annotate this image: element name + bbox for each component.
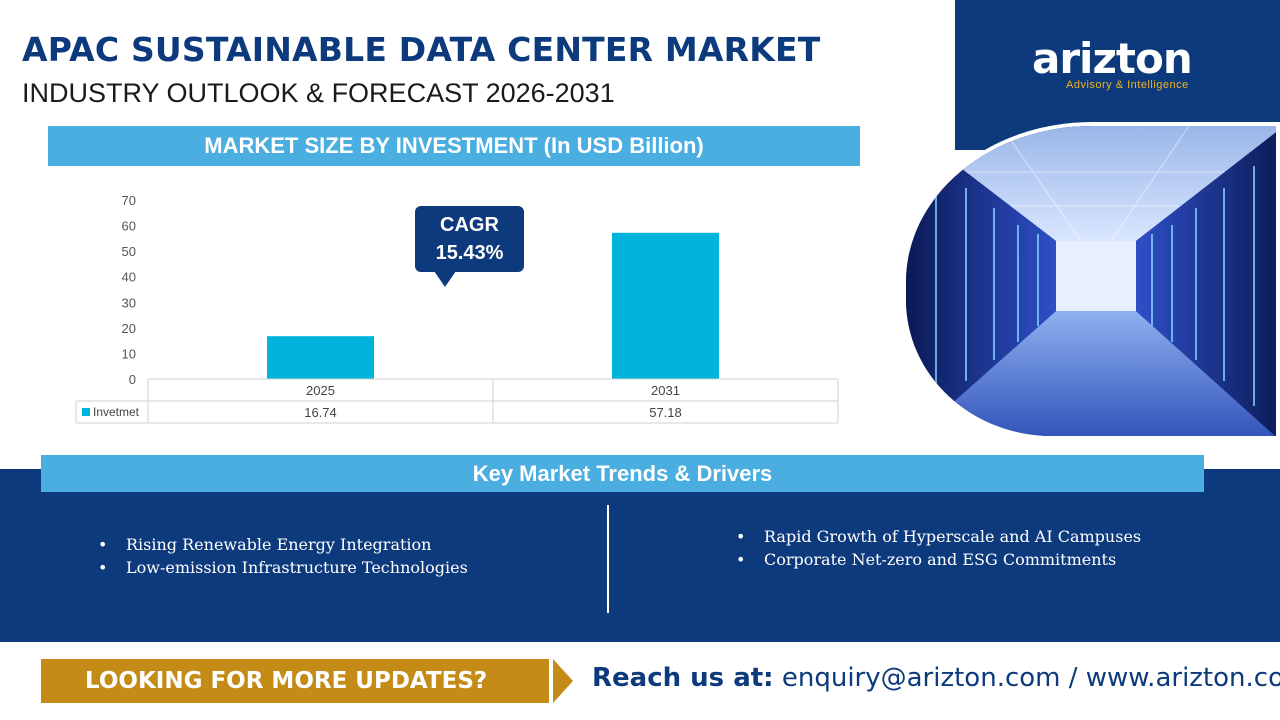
page-title: APAC SUSTAINABLE DATA CENTER MARKET (22, 30, 821, 69)
cagr-label: CAGR (440, 214, 499, 236)
logo: arizton (1032, 34, 1193, 83)
legend-swatch (82, 408, 90, 416)
data-center-image (902, 122, 1280, 440)
y-tick-label: 50 (122, 244, 136, 259)
data-center-illustration (906, 126, 1276, 436)
bar-chart: 0 10 20 30 40 50 60 70 2025 16.74 2031 57.18 Invetme… (75, 193, 839, 424)
y-tick-label: 0 (129, 372, 136, 387)
y-tick-label: 70 (122, 193, 136, 208)
logo-tagline: Advisory & Intelligence (1066, 79, 1189, 91)
driver-item: Corporate Net-zero and ESG Commitments (734, 548, 1141, 571)
cagr-callout: CAGR 15.43% (415, 206, 524, 272)
driver-item: Rapid Growth of Hyperscale and AI Campus… (734, 525, 1141, 548)
bar (612, 232, 719, 379)
chart-heading: MARKET SIZE BY INVESTMENT (In USD Billio… (48, 126, 860, 166)
contact-value[interactable]: enquiry@arizton.com / www.arizton.com (773, 663, 1280, 693)
y-tick-label: 20 (122, 321, 136, 336)
cta-arrow-icon (553, 659, 573, 703)
data-label: 16.74 (304, 405, 337, 420)
driver-item: Rising Renewable Energy Integration (96, 533, 468, 556)
y-tick-label: 60 (122, 219, 136, 234)
x-tick-label: 2031 (651, 383, 680, 398)
driver-item: Low-emission Infrastructure Technologies (96, 556, 468, 579)
drivers-list-right: Rapid Growth of Hyperscale and AI Campus… (734, 525, 1141, 571)
drivers-list-left: Rising Renewable Energy Integration Low-… (96, 533, 468, 579)
y-tick-label: 10 (122, 346, 136, 361)
x-tick-label: 2025 (306, 383, 335, 398)
legend-label: Invetmet (93, 405, 140, 419)
cagr-value: 15.43% (435, 242, 504, 264)
y-tick-label: 30 (122, 295, 136, 310)
page-subtitle: INDUSTRY OUTLOOK & FORECAST 2026-2031 (22, 78, 615, 108)
cagr-pointer (434, 271, 456, 287)
cta-banner[interactable]: LOOKING FOR MORE UPDATES? (41, 659, 549, 703)
contact-info[interactable]: Reach us at: enquiry@arizton.com / www.a… (592, 663, 1280, 693)
data-label: 57.18 (649, 405, 682, 420)
drivers-divider (607, 505, 609, 613)
y-tick-label: 40 (122, 270, 136, 285)
bar (267, 336, 374, 379)
contact-label: Reach us at: (592, 663, 774, 693)
drivers-heading: Key Market Trends & Drivers (41, 455, 1204, 492)
